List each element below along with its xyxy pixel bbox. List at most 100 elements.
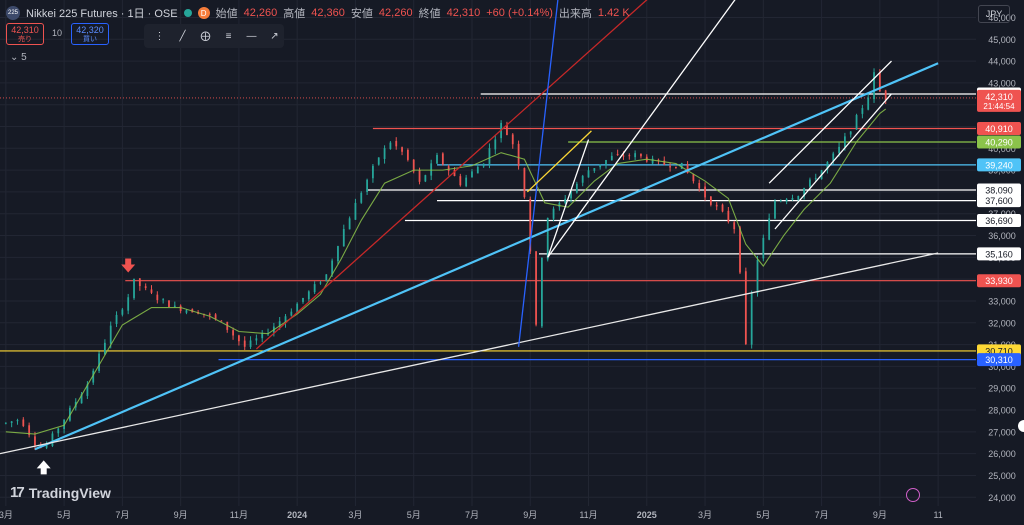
x-tick-label: 5月 xyxy=(407,510,421,520)
candle-body xyxy=(884,90,887,101)
symbol-title[interactable]: Nikkei 225 Futures · 1日 · OSE xyxy=(26,8,178,20)
candle-body xyxy=(150,289,153,293)
candle-body xyxy=(156,294,159,301)
candle-body xyxy=(488,148,491,164)
high-label: 高値 xyxy=(283,8,306,20)
horizontal-ray-tool-icon[interactable]: — xyxy=(246,30,257,42)
chevron-down-icon: ⌄ xyxy=(10,52,19,63)
candle-body xyxy=(372,165,374,179)
candle-body xyxy=(86,384,89,396)
x-tick-label: 3月 xyxy=(698,510,712,520)
level-price-tag-bg xyxy=(977,247,1021,261)
level-price-tag: 40,910 xyxy=(985,124,1013,134)
candle-body xyxy=(179,305,182,312)
candle-body xyxy=(634,153,637,158)
candle-body xyxy=(28,425,31,436)
plot-area xyxy=(0,0,976,475)
candle-body xyxy=(290,311,293,316)
x-tick-label: 11 xyxy=(933,510,942,520)
ray-tool-icon[interactable]: ↗ xyxy=(270,30,279,42)
candle-body xyxy=(22,419,25,426)
trendline xyxy=(255,0,648,350)
fib-tool-icon[interactable]: ≡ xyxy=(225,30,232,42)
candle-body xyxy=(406,149,409,160)
candle-body xyxy=(535,251,537,325)
spread-value: 10 xyxy=(52,28,63,38)
candle-body xyxy=(669,166,671,168)
chat-bubble-icon[interactable] xyxy=(1018,420,1024,432)
candle-body xyxy=(354,202,357,220)
candle-body xyxy=(115,314,118,324)
candle-body xyxy=(517,143,520,167)
y-tick-label: 28,000 xyxy=(988,406,1016,416)
high-value: 42,360 xyxy=(311,7,345,19)
candle-body xyxy=(103,342,106,355)
candle-body xyxy=(826,161,829,170)
close-label: 終値 xyxy=(418,8,441,20)
candle-body xyxy=(476,166,479,174)
candle-body xyxy=(494,139,497,150)
candle-body xyxy=(243,340,246,347)
candle-body xyxy=(663,160,666,165)
candle-body xyxy=(861,108,864,114)
candle-body xyxy=(640,153,642,157)
candle-body xyxy=(523,168,526,198)
trendline xyxy=(34,62,939,451)
indicator-toggle[interactable]: ⌄ 5 xyxy=(10,52,27,63)
tradingview-mark-icon: 17 xyxy=(10,484,25,501)
candle-body xyxy=(570,191,572,199)
candle-body xyxy=(809,179,811,187)
currency-selector[interactable]: JPY xyxy=(978,5,1010,23)
y-tick-label: 45,000 xyxy=(988,35,1016,45)
level-price-tag: 39,240 xyxy=(985,160,1013,170)
candle-body xyxy=(564,198,567,204)
candle-body xyxy=(779,200,782,202)
x-tick-label: 2025 xyxy=(637,510,657,520)
y-tick-label: 24,000 xyxy=(988,493,1016,503)
candle-body xyxy=(395,140,398,147)
buy-button[interactable]: 42,320 買い xyxy=(71,23,109,45)
x-tick-label: 3月 xyxy=(0,510,13,520)
sell-button[interactable]: 42,310 売り xyxy=(6,23,44,45)
x-tick-label: 9月 xyxy=(174,510,188,520)
buy-label: 買い xyxy=(83,36,97,43)
x-tick-label: 11月 xyxy=(579,510,597,520)
moving-average-line xyxy=(5,108,887,435)
candle-body xyxy=(109,325,112,344)
candle-body xyxy=(185,310,188,313)
trend-line-tool-icon[interactable]: ╱ xyxy=(179,30,186,42)
level-price-tag: 35,160 xyxy=(985,249,1013,259)
symbol-logo[interactable]: 225 xyxy=(6,6,20,20)
candle-body xyxy=(511,134,514,145)
level-price-tag: 30,310 xyxy=(985,355,1013,365)
drag-handle-icon[interactable]: ⋮ xyxy=(154,30,165,42)
delayed-data-badge[interactable]: D xyxy=(197,7,210,19)
arrow-up-icon xyxy=(36,460,51,475)
candle-body xyxy=(4,422,7,424)
candle-body xyxy=(232,330,234,336)
candle-body xyxy=(162,299,165,301)
candle-body xyxy=(587,170,590,178)
candle-body xyxy=(45,444,48,448)
market-status-icon[interactable] xyxy=(183,9,192,17)
y-tick-label: 26,000 xyxy=(988,449,1016,459)
trendline xyxy=(768,60,892,184)
x-tick-label: 3月 xyxy=(348,510,362,520)
candle-body xyxy=(622,155,625,157)
lightning-icon[interactable] xyxy=(906,488,920,502)
candle-body xyxy=(838,146,840,154)
candle-body xyxy=(768,218,771,240)
tradingview-logo[interactable]: 17 TradingView xyxy=(10,484,111,501)
candle-body xyxy=(832,153,835,162)
x-tick-label: 7月 xyxy=(115,510,129,520)
candle-body xyxy=(709,196,712,205)
candle-body xyxy=(133,278,135,299)
parallel-channel-tool-icon[interactable]: ⨁ xyxy=(200,30,211,42)
level-price-tag: 33,930 xyxy=(985,276,1013,286)
candle-body xyxy=(855,115,858,130)
candle-body xyxy=(698,183,701,189)
candle-body xyxy=(168,300,170,308)
level-price-tag-bg xyxy=(977,121,1021,135)
candle-body xyxy=(331,260,334,275)
